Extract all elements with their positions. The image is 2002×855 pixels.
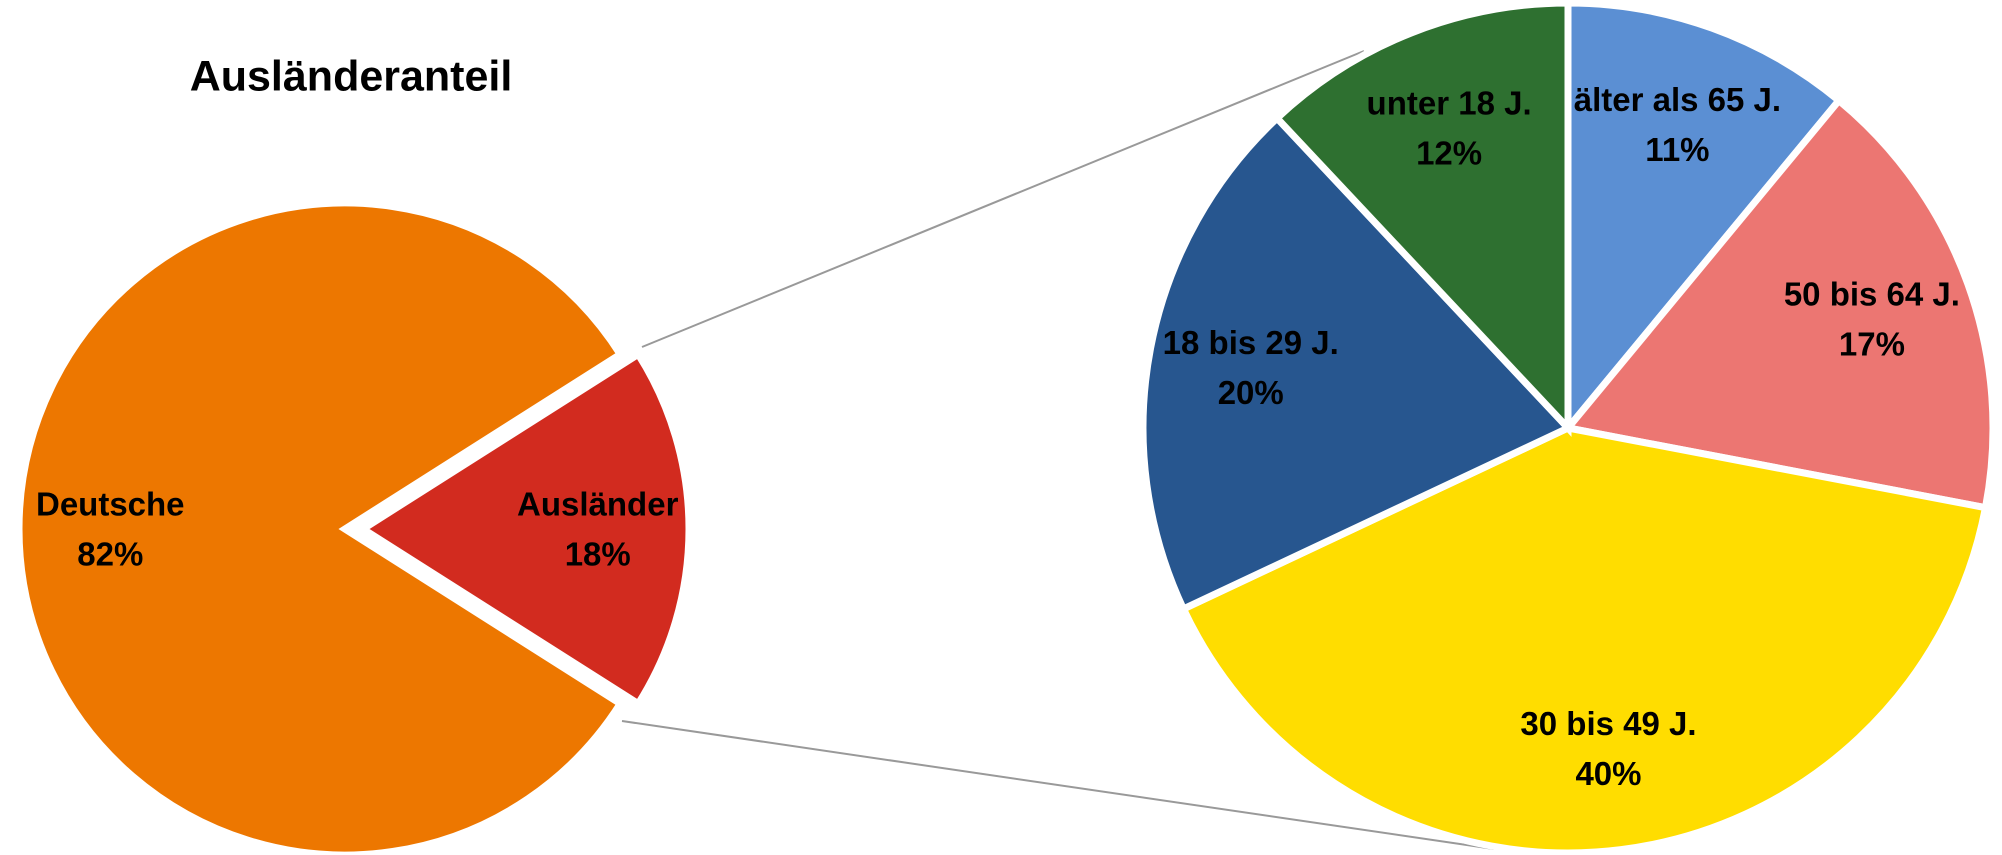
- pie-slice: [356, 349, 693, 709]
- slice-label: 30 bis 49 J.: [1520, 705, 1696, 742]
- slice-label: Deutsche: [36, 486, 185, 523]
- slice-label: 50 bis 64 J.: [1784, 275, 1960, 312]
- slice-value-label: 17%: [1839, 325, 1905, 362]
- slice-value-label: 82%: [77, 536, 143, 573]
- slice-label: älter als 65 J.: [1574, 81, 1781, 118]
- slice-label: 18 bis 29 J.: [1163, 324, 1339, 361]
- connector-line: [641, 50, 1365, 348]
- pie-slice: [1139, 113, 1574, 614]
- chart-title: Ausländeranteil: [190, 52, 513, 100]
- connector-line: [621, 720, 1495, 850]
- pie-slice: [1272, 0, 1572, 437]
- slice-value-label: 12%: [1416, 134, 1482, 171]
- slice-value-label: 40%: [1575, 755, 1641, 792]
- slice-label: Ausländer: [517, 486, 679, 523]
- slice-value-label: 20%: [1218, 374, 1284, 411]
- pie-slice: [15, 199, 626, 855]
- slice-value-label: 11%: [1645, 131, 1709, 168]
- pie-slice: [1178, 424, 1990, 855]
- slice-value-label: 18%: [565, 536, 631, 573]
- pie-slice: [1564, 0, 1844, 438]
- pie-slice: [1561, 95, 1997, 512]
- slice-label: unter 18 J.: [1367, 84, 1532, 121]
